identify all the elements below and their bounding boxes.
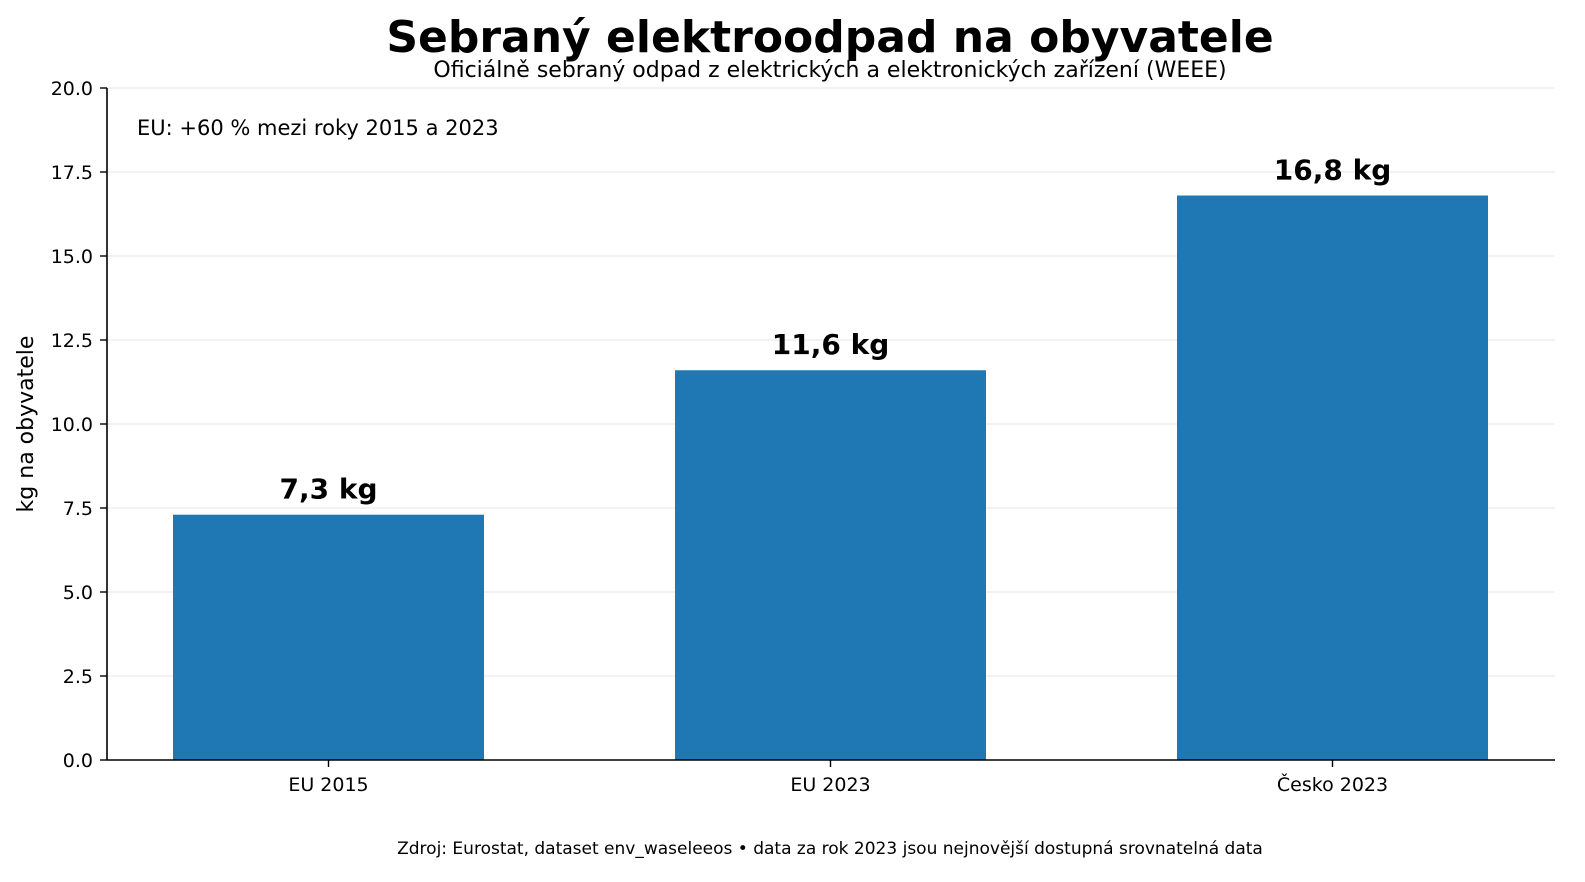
y-tick-label: 15.0 xyxy=(51,246,93,268)
data-labels: 7,3 kg 11,6 kg 16,8 kg xyxy=(279,154,1391,506)
bar-value-label: 7,3 kg xyxy=(279,473,377,506)
y-tick-label: 2.5 xyxy=(63,666,93,688)
y-tick-label: 17.5 xyxy=(51,162,93,184)
source-note: Zdroj: Eurostat, dataset env_waseleeos •… xyxy=(397,839,1263,859)
bar xyxy=(1177,195,1488,760)
x-tick-label: Česko 2023 xyxy=(1277,772,1388,796)
chart-annotation: EU: +60 % mezi roky 2015 a 2023 xyxy=(137,116,499,140)
bar xyxy=(173,514,484,760)
y-tick-label: 5.0 xyxy=(63,582,93,604)
y-tick-label: 7.5 xyxy=(63,498,93,520)
x-tick-label: EU 2015 xyxy=(288,774,368,796)
bar-value-label: 11,6 kg xyxy=(772,328,890,361)
chart-title: Sebraný elektroodpad na obyvatele xyxy=(386,12,1273,63)
y-tick-label: 20.0 xyxy=(51,78,93,100)
x-ticks: EU 2015 EU 2023 Česko 2023 xyxy=(288,760,1388,796)
bar-value-label: 16,8 kg xyxy=(1274,154,1392,187)
chart-subtitle: Oficiálně sebraný odpad z elektrických a… xyxy=(433,58,1226,83)
bars xyxy=(173,195,1488,760)
x-tick-label: EU 2023 xyxy=(790,774,870,796)
y-tick-label: 10.0 xyxy=(51,414,93,436)
y-tick-label: 12.5 xyxy=(51,330,93,352)
y-axis-label: kg na obyvatele xyxy=(14,336,39,513)
y-ticks: 0.0 2.5 5.0 7.5 10.0 12.5 15.0 17.5 20.0 xyxy=(51,78,107,772)
y-tick-label: 0.0 xyxy=(63,750,93,772)
bar xyxy=(675,370,986,760)
